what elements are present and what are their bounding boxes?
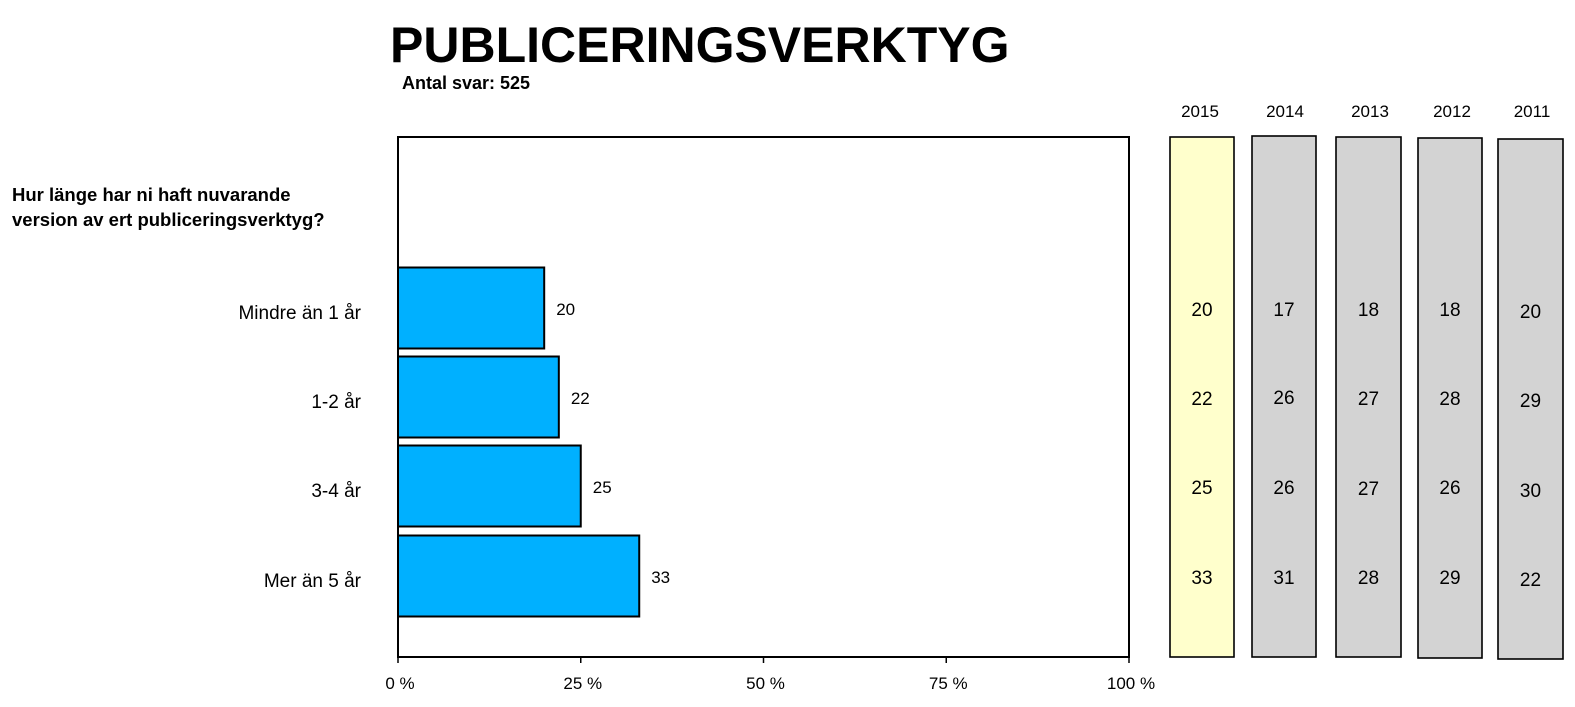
year-value: 26 — [1273, 388, 1294, 409]
year-value: 17 — [1273, 300, 1294, 321]
year-column — [1417, 137, 1483, 659]
category-label: Mindre än 1 år — [238, 303, 361, 324]
year-value: 22 — [1520, 570, 1541, 591]
year-value: 30 — [1520, 481, 1541, 502]
data-label: 33 — [651, 568, 670, 587]
bar — [397, 534, 641, 618]
category-label: 3-4 år — [311, 481, 361, 502]
year-value: 20 — [1520, 302, 1541, 323]
bar — [397, 444, 582, 528]
data-label: 22 — [571, 389, 590, 408]
year-value: 25 — [1191, 478, 1212, 499]
x-tick-label: 0 % — [385, 674, 414, 693]
year-header: 2014 — [1266, 102, 1304, 121]
survey-question: Hur länge har ni haft nuvarande version … — [12, 184, 325, 230]
year-value: 26 — [1273, 478, 1294, 499]
year-value: 22 — [1191, 389, 1212, 410]
year-value: 31 — [1273, 568, 1294, 589]
year-value: 29 — [1520, 391, 1541, 412]
year-value: 27 — [1358, 479, 1379, 500]
year-value: 26 — [1439, 478, 1460, 499]
chart-title: PUBLICERINGSVERKTYG — [390, 17, 1010, 73]
bar — [397, 266, 546, 350]
x-tick-label: 100 % — [1107, 674, 1155, 693]
year-column — [1335, 136, 1402, 658]
data-label: 20 — [556, 300, 575, 319]
year-column — [1497, 138, 1564, 660]
year-value: 20 — [1191, 300, 1212, 321]
year-value: 29 — [1439, 568, 1460, 589]
x-tick-label: 25 % — [563, 674, 602, 693]
x-tick-label: 50 % — [746, 674, 785, 693]
year-header: 2012 — [1433, 102, 1471, 121]
year-value: 18 — [1439, 300, 1460, 321]
year-header: 2013 — [1351, 102, 1389, 121]
category-label: Mer än 5 år — [264, 571, 362, 592]
bar — [397, 355, 560, 439]
year-column — [1251, 135, 1317, 658]
year-value: 27 — [1358, 389, 1379, 410]
category-label: 1-2 år — [311, 392, 361, 413]
year-column — [1169, 136, 1235, 658]
x-tick-label: 75 % — [929, 674, 968, 693]
year-value: 18 — [1358, 300, 1379, 321]
year-value: 28 — [1358, 568, 1379, 589]
year-value: 33 — [1191, 568, 1212, 589]
year-header: 2015 — [1181, 102, 1219, 121]
response-count: Antal svar: 525 — [402, 73, 531, 93]
year-value: 28 — [1439, 389, 1460, 410]
year-header: 2011 — [1514, 102, 1551, 121]
data-label: 25 — [593, 478, 612, 497]
